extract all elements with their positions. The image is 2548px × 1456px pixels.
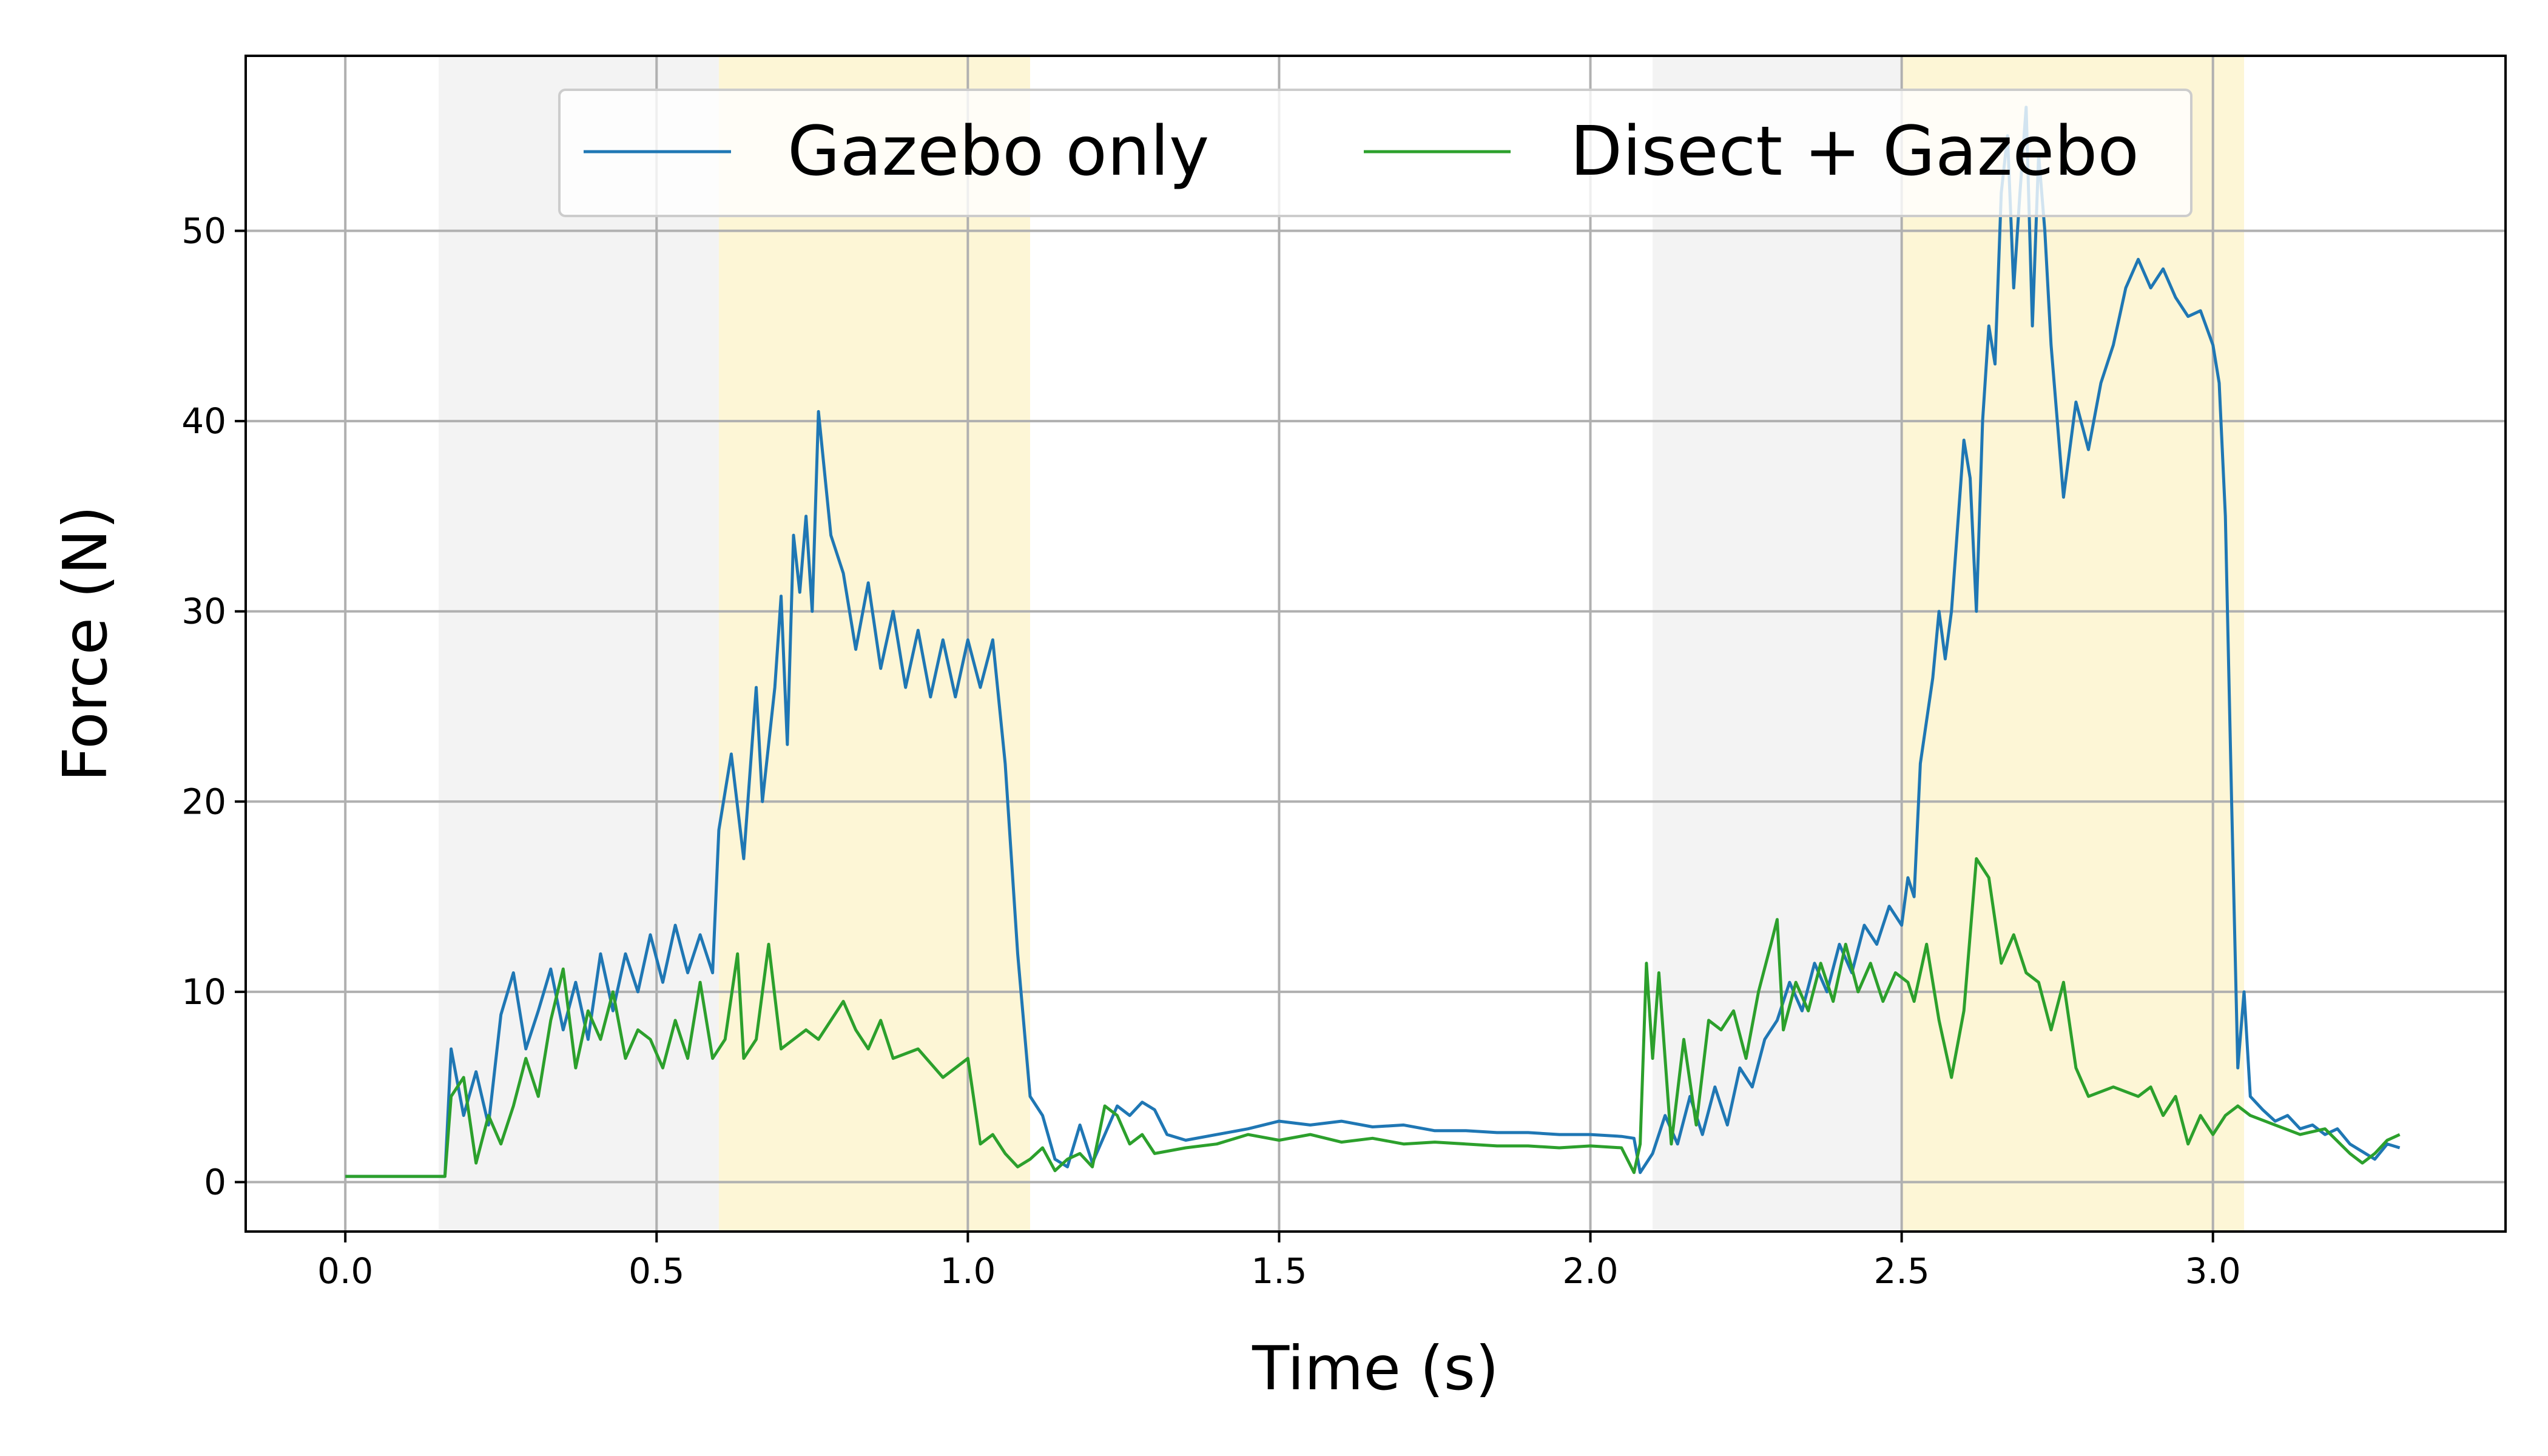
x-tick-label-5: 2.5 bbox=[1873, 1250, 1929, 1292]
x-tick-label-4: 2.0 bbox=[1562, 1250, 1618, 1292]
y-tick-label-3: 30 bbox=[181, 591, 226, 632]
series-line-gazebo-only bbox=[345, 106, 2401, 1178]
legend: Gazebo only Disect + Gazebo bbox=[558, 89, 2192, 217]
x-tick-label-6: 3.0 bbox=[2185, 1250, 2241, 1292]
y-tick-label-2: 20 bbox=[181, 781, 226, 822]
x-tick-label-2: 1.0 bbox=[940, 1250, 996, 1292]
x-tick-label-3: 1.5 bbox=[1251, 1250, 1307, 1292]
y-tick-label-4: 40 bbox=[181, 400, 226, 442]
legend-label-disect-gazebo: Disect + Gazebo bbox=[1570, 112, 2139, 191]
series-line-disect-gazebo bbox=[345, 857, 2401, 1178]
y-tick-label-5: 50 bbox=[181, 211, 226, 252]
legend-label-gazebo-only: Gazebo only bbox=[787, 112, 1209, 191]
series-lines bbox=[345, 106, 2401, 1178]
x-tick-label-0: 0.0 bbox=[317, 1250, 373, 1292]
x-tick-label-1: 0.5 bbox=[629, 1250, 684, 1292]
shaded-region-3 bbox=[1653, 56, 1902, 1232]
x-axis-ticks: 0.0 0.5 1.0 1.5 2.0 2.5 3.0 bbox=[317, 1232, 2241, 1292]
y-tick-label-1: 10 bbox=[181, 971, 226, 1013]
y-axis-ticks: 0 10 20 30 40 50 bbox=[181, 211, 246, 1202]
y-tick-label-0: 0 bbox=[204, 1161, 226, 1202]
x-axis-title: Time (s) bbox=[1252, 1333, 1499, 1404]
phase-shading bbox=[439, 56, 2245, 1232]
grid-lines bbox=[246, 56, 2506, 1232]
shaded-region-2 bbox=[718, 56, 1030, 1232]
y-axis-title: Force (N) bbox=[50, 505, 121, 781]
plot-frame bbox=[244, 55, 2507, 1233]
